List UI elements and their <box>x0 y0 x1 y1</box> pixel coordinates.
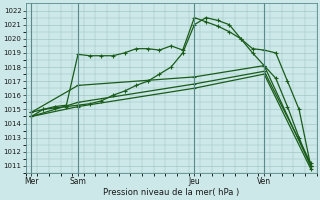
X-axis label: Pression niveau de la mer( hPa ): Pression niveau de la mer( hPa ) <box>103 188 239 197</box>
